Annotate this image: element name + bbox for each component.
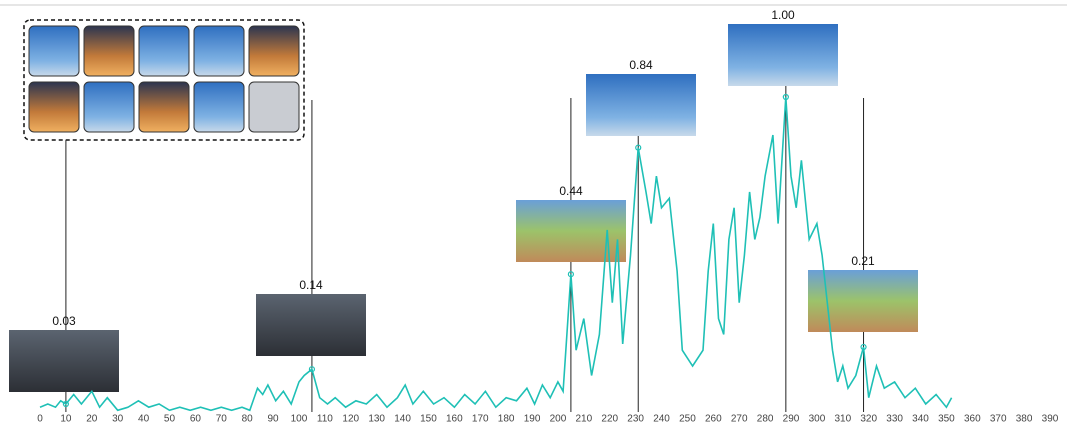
key-point bbox=[308, 366, 316, 373]
x-tick-label: 290 bbox=[783, 414, 800, 425]
frame-image bbox=[586, 74, 696, 136]
x-tick-label: 330 bbox=[886, 414, 903, 425]
x-tick-label: 130 bbox=[368, 414, 385, 425]
x-tick-label: 190 bbox=[524, 414, 541, 425]
x-tick-label: 350 bbox=[938, 414, 955, 425]
x-tick-label: 340 bbox=[912, 414, 929, 425]
x-tick-label: 260 bbox=[705, 414, 722, 425]
x-tick-label: 100 bbox=[291, 414, 308, 425]
x-tick-label: 240 bbox=[653, 414, 670, 425]
frame-image bbox=[256, 294, 366, 356]
x-tick-label: 230 bbox=[627, 414, 644, 425]
annotation-label: 0.44 bbox=[559, 184, 583, 198]
annotation-label: 0.14 bbox=[299, 278, 323, 292]
x-tick-label: 160 bbox=[446, 414, 463, 425]
x-tick-label: 60 bbox=[190, 414, 202, 425]
x-tick-label: 20 bbox=[86, 414, 98, 425]
frame-image bbox=[728, 24, 838, 86]
x-tick-label: 220 bbox=[601, 414, 618, 425]
collage bbox=[23, 19, 305, 141]
x-tick-label: 390 bbox=[1042, 414, 1059, 425]
annotation-label: 1.00 bbox=[771, 8, 795, 22]
x-tick-label: 200 bbox=[550, 414, 567, 425]
x-tick-label: 120 bbox=[342, 414, 359, 425]
x-tick-label: 70 bbox=[216, 414, 228, 425]
annotation-label: 0.21 bbox=[851, 254, 875, 268]
x-tick-label: 300 bbox=[809, 414, 826, 425]
x-tick-label: 270 bbox=[731, 414, 748, 425]
x-tick-label: 90 bbox=[268, 414, 280, 425]
x-tick-label: 360 bbox=[964, 414, 981, 425]
x-tick-label: 140 bbox=[394, 414, 411, 425]
annotation-label: 0.03 bbox=[52, 314, 76, 328]
x-tick-label: 80 bbox=[242, 414, 254, 425]
x-tick-label: 370 bbox=[990, 414, 1007, 425]
x-tick-label: 0 bbox=[37, 414, 43, 425]
x-tick-label: 280 bbox=[757, 414, 774, 425]
frame-image bbox=[9, 330, 119, 392]
x-tick-label: 310 bbox=[834, 414, 851, 425]
x-tick-label: 210 bbox=[576, 414, 593, 425]
x-tick-label: 150 bbox=[420, 414, 437, 425]
key-point bbox=[860, 343, 867, 351]
x-tick-label: 320 bbox=[860, 414, 877, 425]
x-tick-label: 110 bbox=[317, 414, 333, 425]
x-tick-label: 180 bbox=[498, 414, 515, 425]
x-tick-label: 10 bbox=[60, 414, 72, 425]
x-tick-label: 380 bbox=[1016, 414, 1033, 425]
key-point bbox=[782, 93, 789, 101]
series-line bbox=[39, 96, 953, 412]
x-tick-label: 30 bbox=[112, 414, 124, 425]
key-point bbox=[635, 144, 642, 151]
x-tick-label: 40 bbox=[138, 414, 150, 425]
annotation-label: 0.84 bbox=[629, 58, 653, 72]
x-tick-label: 250 bbox=[679, 414, 696, 425]
key-point bbox=[567, 271, 574, 278]
x-tick-label: 170 bbox=[472, 414, 489, 425]
key-point bbox=[62, 400, 69, 408]
x-tick-label: 50 bbox=[164, 414, 176, 425]
